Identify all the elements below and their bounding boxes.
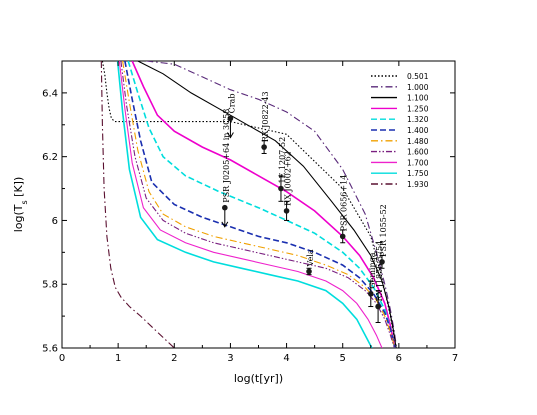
obs-2-label: PSR J0205+64 in 3C58 — [222, 109, 231, 203]
curve-1.400 — [124, 61, 396, 348]
y-tick-label: 6.2 — [42, 152, 58, 163]
y-tick-label: 5.8 — [42, 280, 58, 291]
plot-frame — [61, 60, 456, 349]
legend-label-1.320: 1.320 — [407, 115, 429, 124]
legend-label-1.400: 1.400 — [407, 126, 429, 135]
obs-4-point — [283, 208, 290, 214]
curve-1.320 — [127, 61, 396, 348]
curve-1.600 — [120, 61, 395, 348]
x-tick-label: 3 — [227, 353, 233, 364]
x-tick-label: 5 — [340, 353, 346, 364]
obs-1-point — [261, 144, 267, 150]
x-tick-label: 6 — [396, 353, 402, 364]
y-tick-label: 5.6 — [42, 344, 58, 355]
legend-label-1.750: 1.750 — [407, 169, 429, 178]
obs-6-point — [339, 233, 346, 240]
curve-1.750 — [116, 61, 373, 348]
legend-label-1.600: 1.600 — [407, 148, 429, 157]
y-axis-title: log(Ts [K]) — [12, 177, 29, 233]
legend-label-1.480: 1.480 — [407, 137, 429, 146]
legend-label-1.250: 1.250 — [407, 104, 429, 113]
curve-1.480 — [122, 61, 396, 348]
legend-label-1.100: 1.100 — [407, 94, 429, 103]
legend-label-1.930: 1.930 — [407, 180, 429, 189]
obs-5-label: Vela — [306, 249, 315, 267]
x-tick-label: 1 — [115, 353, 121, 364]
curve-1.930 — [100, 61, 175, 348]
obs-9-label: RX J1856-3754 — [375, 241, 384, 302]
obs-0-arrowhead — [227, 132, 234, 139]
obs-8-label: PSR 1055-52 — [379, 204, 388, 257]
curve-0.501 — [101, 61, 397, 348]
curve-1.000 — [146, 61, 398, 348]
ticks-group: 0 1 2 3 4 5 6 7 5.6 5.8 6 6.2 6.4 — [42, 61, 458, 364]
curves-group — [100, 61, 398, 348]
curve-1.100 — [137, 61, 397, 348]
curve-1.250 — [131, 61, 396, 348]
obs-5-point — [306, 268, 312, 275]
obs-4-label: RX J0002+62 — [284, 151, 293, 206]
x-tick-label: 4 — [283, 353, 289, 364]
obs-1-label: RX J0822-43 — [261, 91, 270, 142]
obs-3-label: 1E 1207-52 — [278, 137, 287, 184]
x-tick-label: 0 — [59, 353, 65, 364]
legend-label-1.700: 1.700 — [407, 158, 429, 167]
legend-label-1.000: 1.000 — [407, 83, 429, 92]
legend-label-0.501: 0.501 — [407, 72, 429, 81]
x-tick-label: 2 — [171, 353, 177, 364]
obs-3-point — [278, 185, 284, 192]
obs-7-point — [367, 290, 374, 297]
curve-1.700 — [118, 61, 383, 348]
obs-8-point — [379, 259, 385, 265]
obs-2-arrowhead — [221, 221, 229, 228]
obs-6-label: PSR 0656+14 — [340, 175, 349, 232]
obs-2-point — [222, 204, 228, 211]
observations-group: Crab RX J0822-43 PSR J0205+64 in 3C58 1E 12… — [221, 91, 388, 323]
x-tick-label: 7 — [452, 353, 458, 364]
y-tick-label: 6.4 — [42, 88, 58, 99]
obs-0-point — [227, 115, 234, 122]
x-axis-title: log(t[yr]) — [234, 372, 283, 385]
y-tick-label: 6 — [52, 216, 58, 227]
obs-7-label: Geminga — [368, 252, 377, 289]
obs-0-label: Crab — [227, 94, 236, 114]
obs-9-point — [375, 303, 381, 310]
